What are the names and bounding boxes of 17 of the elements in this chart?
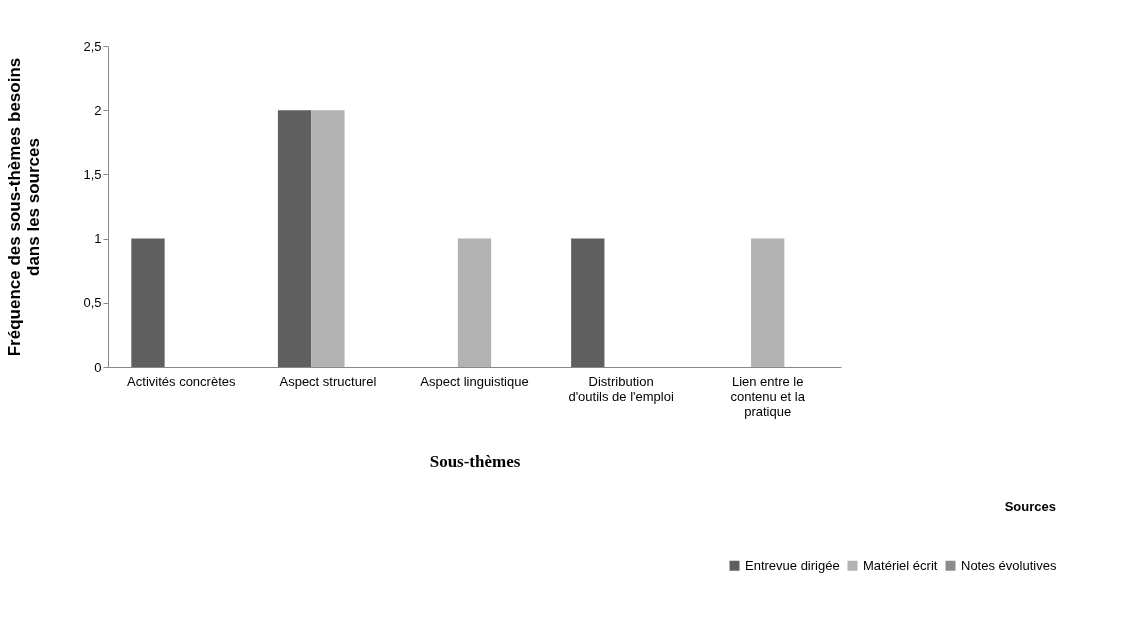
x-axis-title: Sous-thèmes (429, 451, 521, 471)
x-tick-label: Distribution d'outils de l'emploi (568, 373, 674, 404)
legend-title: Sources (1004, 499, 1056, 514)
y-tick-label: 0,5 (83, 295, 102, 311)
legend-label: Matériel écrit (863, 557, 938, 573)
y-axis-title: Fréquence des sous-thèmes besoins dans les sources (5, 57, 44, 357)
legend-label: Entrevue dirigée (745, 557, 840, 573)
y-tick-label: 2 (94, 102, 102, 118)
y-tick-label: 2,5 (83, 38, 102, 54)
y-tick-label: 0 (94, 359, 102, 375)
y-tick-label: 1,5 (83, 166, 102, 182)
x-tick-label: Aspect linguistique (420, 373, 529, 389)
y-tick-label: 1 (94, 231, 102, 247)
x-tick-label: Activités concrètes (127, 373, 236, 389)
legend-label: Notes évolutives (961, 557, 1057, 573)
x-tick-label: Lien entre le contenu et la pratique (730, 373, 806, 419)
x-tick-label: Aspect structurel (279, 373, 377, 389)
